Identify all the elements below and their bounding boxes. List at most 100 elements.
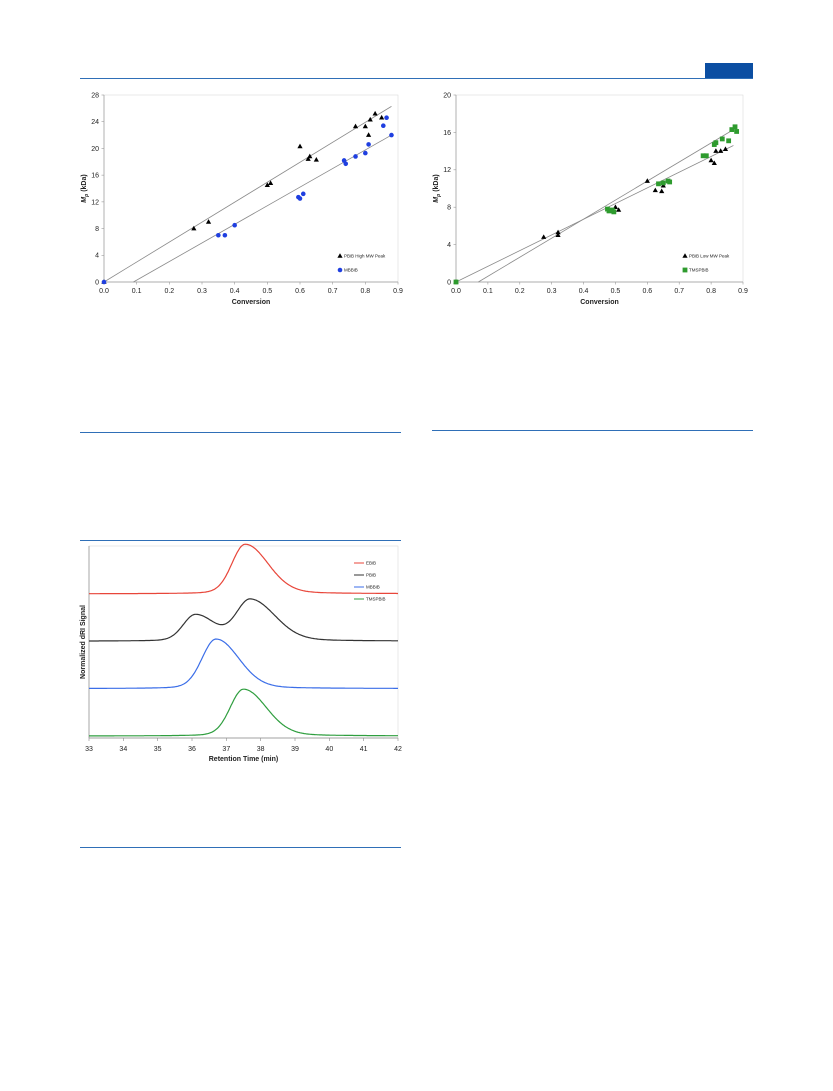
fit-line-1 <box>133 134 392 283</box>
x-tick-label: 0.4 <box>230 288 240 295</box>
x-tick-label: 39 <box>291 746 299 753</box>
chart-conversion-high-mw: 0 4 8 12 16 20 24 28 0.0 0.1 0.2 0.3 0.4 0.5 0.6 0.7 0.8… <box>81 92 403 306</box>
data-point-1 <box>232 222 237 228</box>
x-tick-label: 0.2 <box>515 288 525 295</box>
data-point-1 <box>363 150 368 156</box>
x-tick-label: 0.8 <box>360 288 370 295</box>
data-point-1 <box>667 179 673 185</box>
data-point-1 <box>660 180 666 186</box>
y-axis-title-subscript: p <box>436 194 442 198</box>
data-point-1 <box>381 123 386 129</box>
x-tick-label: 0.5 <box>262 288 272 295</box>
data-point-0 <box>205 219 212 224</box>
y-tick-label: 0 <box>447 279 451 286</box>
section-rule-left-2 <box>80 540 401 541</box>
fit-line-0 <box>103 106 392 283</box>
data-point-1 <box>353 154 358 159</box>
trace-line-1 <box>89 598 398 642</box>
legend-label-0: EBiB <box>366 561 376 566</box>
legend-label-3: TMSPBiB <box>366 597 386 602</box>
header-rule <box>80 78 753 79</box>
legend-label-0: PBiB High MW Peak <box>344 254 386 259</box>
legend-label-1: PBiB <box>366 573 376 578</box>
x-tick-label: 40 <box>325 746 333 753</box>
y-tick-label: 12 <box>443 167 451 174</box>
y-axis-title: Mp (kDa) <box>81 174 90 202</box>
chart-conversion-low-mw: 0 4 8 12 16 20 0.0 0.1 0.2 0.3 0.4 0.5 0.6 0.7 0.8 0.9 C… <box>433 92 748 306</box>
y-tick-label: 16 <box>443 130 451 137</box>
y-tick-label: 0 <box>95 279 99 286</box>
y-tick-label: 4 <box>95 253 99 260</box>
data-point-0 <box>659 188 665 194</box>
legend-marker-0 <box>337 253 343 258</box>
x-tick-label: 0.7 <box>674 288 684 295</box>
data-point-1 <box>384 115 389 121</box>
data-point-0 <box>367 116 373 122</box>
header-badge <box>705 63 753 78</box>
x-tick-label: 42 <box>394 746 402 753</box>
x-axis-title: Conversion <box>580 299 619 306</box>
data-point-0 <box>307 153 313 159</box>
section-rule-left-3 <box>80 847 401 848</box>
x-axis-title: Retention Time (min) <box>209 756 278 763</box>
x-tick-label: 0.2 <box>164 288 174 295</box>
data-point-0 <box>366 132 372 137</box>
x-tick-label: 37 <box>222 746 230 753</box>
data-point-0 <box>379 114 385 120</box>
data-point-0 <box>555 232 561 238</box>
data-point-0 <box>652 187 658 193</box>
data-point-1 <box>729 127 735 132</box>
y-axis-title-subscript: p <box>84 194 90 198</box>
data-point-1 <box>297 196 303 201</box>
x-tick-label: 0.3 <box>197 288 207 295</box>
x-tick-label: 0.3 <box>547 288 557 295</box>
data-point-1 <box>726 138 732 144</box>
data-point-1 <box>732 124 738 130</box>
legend-label-1: TMSPBiB <box>689 268 709 273</box>
data-point-1 <box>389 132 394 138</box>
y-tick-label: 12 <box>91 199 99 206</box>
trace-line-2 <box>89 638 398 689</box>
y-axis-title-symbol: M <box>433 197 440 203</box>
data-point-0 <box>541 234 547 239</box>
data-point-0 <box>313 156 319 162</box>
y-tick-label: 20 <box>443 92 451 99</box>
data-point-0 <box>352 123 359 129</box>
x-tick-label: 0.9 <box>738 288 748 295</box>
data-point-0 <box>372 110 378 116</box>
legend-label-0: PBiB Low MW Peak <box>689 254 730 259</box>
data-point-0 <box>718 148 724 153</box>
y-tick-label: 24 <box>91 119 99 126</box>
data-point-1 <box>606 208 612 214</box>
data-point-0 <box>305 156 311 161</box>
trace-line-3 <box>89 688 398 737</box>
data-point-1 <box>101 279 107 285</box>
legend-marker-1 <box>337 267 343 273</box>
data-point-1 <box>300 191 306 197</box>
data-point-0 <box>297 143 303 149</box>
data-point-0 <box>555 229 561 235</box>
x-tick-label: 0.1 <box>483 288 493 295</box>
y-tick-label: 20 <box>91 146 99 153</box>
x-tick-label: 0.1 <box>132 288 142 295</box>
data-point-1 <box>703 153 709 159</box>
x-axis-title: Conversion <box>232 299 271 306</box>
y-tick-label: 8 <box>447 205 451 212</box>
data-point-0 <box>644 178 650 183</box>
data-point-1 <box>611 209 617 215</box>
y-axis-title-unit: (kDa) <box>81 174 88 192</box>
x-tick-label: 35 <box>154 746 162 753</box>
y-axis-title-unit: (kDa) <box>433 174 440 192</box>
y-axis-title: Mp (kDa) <box>433 174 442 202</box>
x-tick-label: 0.9 <box>393 288 403 295</box>
section-rule-left-1 <box>80 432 401 433</box>
y-tick-label: 16 <box>91 173 99 180</box>
y-tick-label: 28 <box>91 92 99 99</box>
data-point-1 <box>343 161 349 167</box>
x-tick-label: 36 <box>188 746 196 753</box>
data-point-0 <box>713 148 719 153</box>
legend-marker-0 <box>682 253 688 258</box>
y-axis-title-symbol: M <box>81 197 88 203</box>
x-tick-label: 34 <box>119 746 127 753</box>
x-tick-label: 0.8 <box>706 288 716 295</box>
